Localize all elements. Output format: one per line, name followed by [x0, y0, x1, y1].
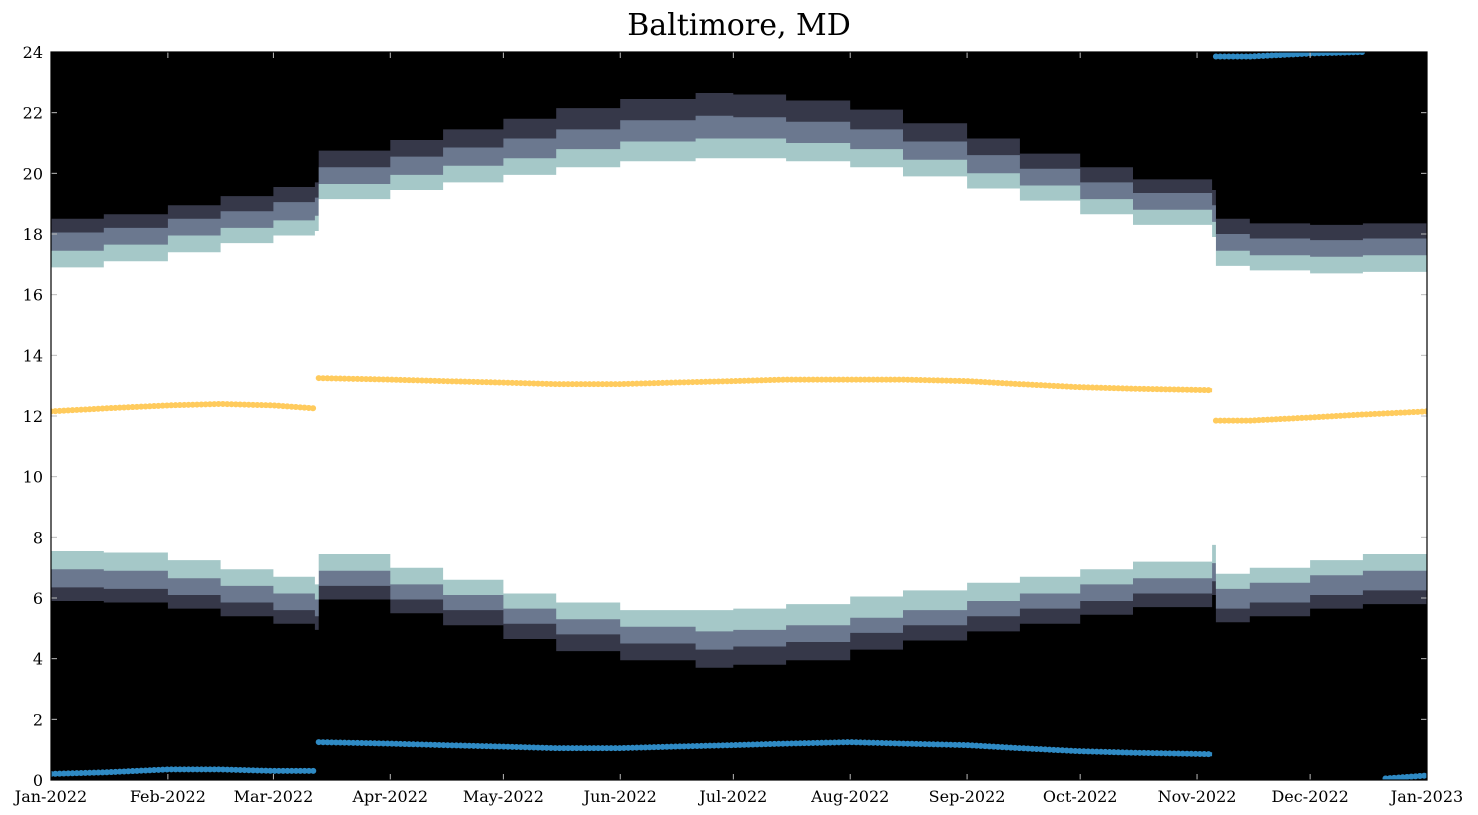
solar-midnight-line-core — [1215, 52, 1363, 59]
x-tick-label: Jun-2022 — [582, 787, 657, 806]
solar-noon-line-core — [318, 376, 1213, 393]
y-tick-label: 14 — [23, 346, 43, 365]
x-tick-label: Dec-2022 — [1271, 787, 1348, 806]
y-tick-label: 22 — [23, 104, 43, 123]
x-tick-label: Mar-2022 — [234, 787, 314, 806]
plot-frame — [50, 51, 1428, 781]
chart-title: Baltimore, MD — [627, 8, 851, 43]
solar-noon-line-core — [51, 401, 316, 414]
y-tick-label: 4 — [33, 650, 43, 669]
x-tick-label: Oct-2022 — [1043, 787, 1118, 806]
x-tick-label: Apr-2022 — [351, 787, 428, 806]
x-tick-label: May-2022 — [463, 787, 544, 806]
x-tick-label: Nov-2022 — [1158, 787, 1237, 806]
y-tick-label: 6 — [33, 589, 43, 608]
solar-midnight-line-core — [1385, 773, 1427, 780]
y-tick-label: 8 — [33, 528, 43, 547]
x-tick-label: Jul-2022 — [697, 787, 767, 806]
x-tick-label: Jan-2022 — [13, 787, 87, 806]
plot-area — [51, 52, 1427, 780]
y-tick-label: 20 — [23, 164, 43, 183]
y-tick-label: 0 — [33, 771, 43, 790]
y-tick-label: 10 — [23, 468, 43, 487]
x-tick-label: Aug-2022 — [810, 787, 889, 806]
solar-noon-line-core — [1215, 409, 1427, 423]
x-tick-label: Jan-2023 — [1389, 787, 1463, 806]
solar-midnight-line-core — [51, 767, 315, 776]
x-tick-label: Feb-2022 — [130, 787, 206, 806]
solar-midnight-line-core — [318, 740, 1213, 757]
x-axis: Jan-2022 Feb-2022 Mar-2022 Apr-2022 May-2022… — [13, 52, 1463, 806]
y-tick-label: 16 — [23, 286, 43, 305]
y-tick-label: 24 — [23, 43, 43, 62]
daylight-band — [51, 158, 1427, 611]
y-tick-label: 12 — [23, 407, 43, 426]
y-tick-label: 2 — [33, 710, 43, 729]
x-tick-label: Sep-2022 — [929, 787, 1006, 806]
y-tick-label: 18 — [23, 225, 43, 244]
